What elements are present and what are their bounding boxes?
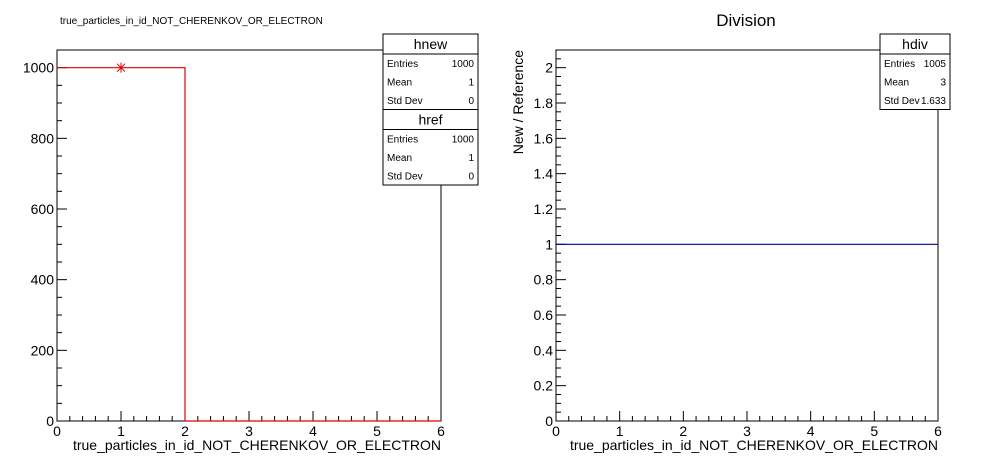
x-tick-label: 2 <box>181 423 189 439</box>
stats-row-value: 1000 <box>452 59 475 70</box>
y-tick-label: 200 <box>31 342 55 358</box>
stats-row-label: Entries <box>387 135 418 146</box>
right-axis-ticks <box>555 49 939 422</box>
y-tick-label: 0.6 <box>534 307 554 323</box>
y-tick-label: 0 <box>46 413 54 429</box>
x-tick-label: 3 <box>743 423 751 439</box>
left-y-tick-labels: 0 200 400 600 800 1000 <box>23 60 54 429</box>
y-tick-label: 0.2 <box>534 378 554 394</box>
stats-row-value: 3 <box>940 78 946 89</box>
y-tick-label: 1 <box>545 236 553 252</box>
y-tick-label: 0.4 <box>534 342 554 358</box>
stats-row-label: Std Dev <box>387 96 423 107</box>
right-stats-boxes: hdiv Entries 1005 Mean 3 Std Dev 1.633 <box>879 33 951 110</box>
left-plot-title: true_particles_in_id_NOT_CHERENKOV_OR_EL… <box>60 16 323 27</box>
x-tick-label: 5 <box>870 423 878 439</box>
x-tick-label: 5 <box>373 423 381 439</box>
y-tick-label: 1.4 <box>534 166 554 182</box>
x-tick-label: 4 <box>309 423 317 439</box>
y-tick-label: 1000 <box>23 60 54 76</box>
y-tick-label: 1.2 <box>534 201 554 217</box>
stats-row-value: 1000 <box>452 135 475 146</box>
stats-box-title: hdiv <box>902 36 928 52</box>
x-tick-label: 0 <box>53 423 61 439</box>
y-tick-label: 0.8 <box>534 272 554 288</box>
stats-row-value: 1005 <box>924 59 947 70</box>
stats-row-value: 1 <box>468 153 474 164</box>
stats-box-hdiv <box>879 33 951 110</box>
x-tick-label: 2 <box>679 423 687 439</box>
y-tick-label: 800 <box>31 130 55 146</box>
stats-box-title: hnew <box>414 36 448 52</box>
x-tick-label: 3 <box>245 423 253 439</box>
y-tick-label: 400 <box>31 272 55 288</box>
y-tick-label: 600 <box>31 201 55 217</box>
left-x-axis-label: true_particles_in_id_NOT_CHERENKOV_OR_EL… <box>73 437 441 453</box>
x-tick-label: 6 <box>437 423 445 439</box>
stats-row-label: Mean <box>884 78 909 89</box>
x-tick-label: 4 <box>807 423 815 439</box>
right-y-axis-label: New / Reference <box>510 50 526 154</box>
stats-row-value: 1 <box>468 78 474 89</box>
stats-row-value: 0 <box>468 96 474 107</box>
y-tick-label: 2 <box>545 60 553 76</box>
x-tick-label: 0 <box>552 423 560 439</box>
right-division-pad: Division 0 1 2 3 4 5 6 0 0.2 0.4 0.6 0.8 1 1.2 1.4 1.6… <box>510 11 951 453</box>
stats-row-label: Entries <box>387 59 418 70</box>
stats-row-value: 1.633 <box>921 96 946 107</box>
stats-box-title: href <box>418 112 442 128</box>
x-tick-label: 1 <box>616 423 624 439</box>
stats-row-label: Std Dev <box>884 96 920 107</box>
stats-row-label: Mean <box>387 153 412 164</box>
x-tick-label: 6 <box>934 423 942 439</box>
x-tick-label: 1 <box>117 423 125 439</box>
left-x-tick-labels: 0 1 2 3 4 5 6 <box>53 423 445 439</box>
stats-box-hnew <box>382 33 479 110</box>
left-series-hnew <box>57 62 441 422</box>
right-x-axis-label: true_particles_in_id_NOT_CHERENKOV_OR_EL… <box>570 437 938 453</box>
stats-row-value: 0 <box>468 172 474 183</box>
left-histogram-pad: true_particles_in_id_NOT_CHERENKOV_OR_EL… <box>23 16 479 453</box>
stats-box-href <box>382 109 479 186</box>
right-plot-title: Division <box>716 11 776 30</box>
stats-row-label: Entries <box>884 59 915 70</box>
stats-row-label: Std Dev <box>387 172 423 183</box>
y-tick-label: 1.8 <box>534 95 554 111</box>
right-y-tick-labels: 0 0.2 0.4 0.6 0.8 1 1.2 1.4 1.6 1.8 2 <box>534 60 554 429</box>
y-tick-label: 0 <box>545 413 553 429</box>
right-x-tick-labels: 0 1 2 3 4 5 6 <box>552 423 942 439</box>
stats-row-label: Mean <box>387 78 412 89</box>
y-tick-label: 1.6 <box>534 130 554 146</box>
